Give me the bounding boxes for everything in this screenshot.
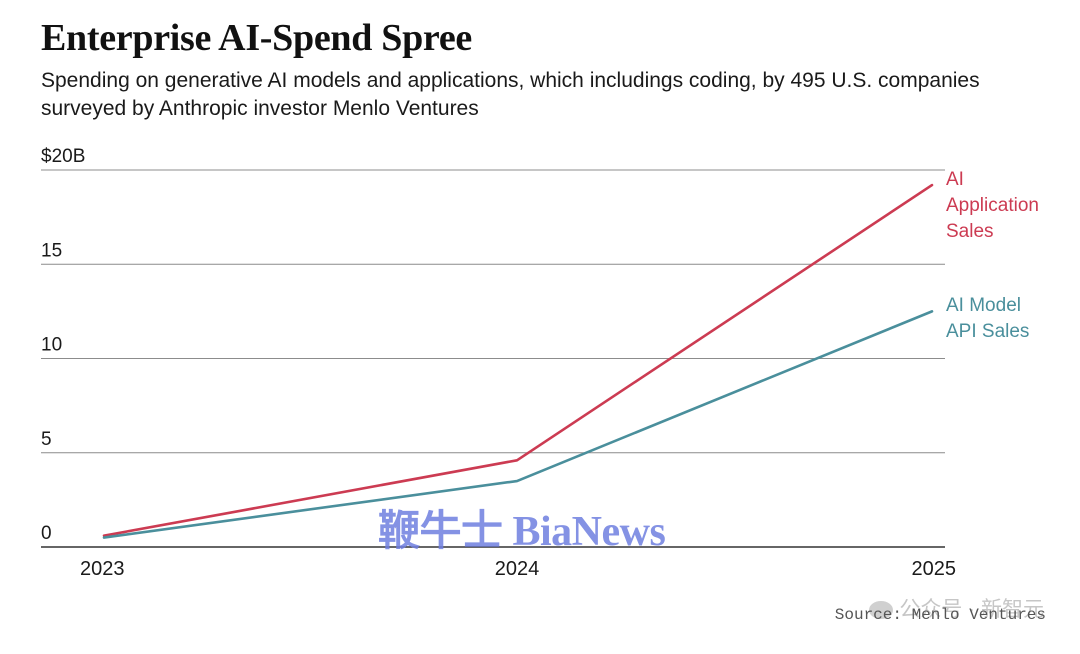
series-label-line: Application bbox=[946, 195, 1039, 216]
series-line-ai-application-sales bbox=[102, 183, 934, 537]
x-tick-label: 2023 bbox=[80, 558, 125, 580]
series-label-line: API Sales bbox=[946, 321, 1029, 342]
series-label: AI Model API Sales bbox=[946, 295, 1029, 342]
series-label-line: AI bbox=[946, 169, 964, 190]
source-note: Source: Menlo Ventures bbox=[834, 606, 1046, 624]
y-tick-label: 5 bbox=[41, 429, 52, 450]
chart-subtitle: Spending on generative AI models and app… bbox=[41, 69, 980, 120]
x-tick-label: 2025 bbox=[912, 558, 957, 580]
series-label: AI Application Sales bbox=[946, 169, 1039, 242]
y-tick-label: 15 bbox=[41, 240, 62, 261]
wechat-badge: 公众号 · 新智元 bbox=[869, 593, 1044, 623]
chart-title: Enterprise AI-Spend Spree bbox=[41, 17, 472, 59]
series-label-line: Sales bbox=[946, 221, 994, 242]
x-tick-label: 2024 bbox=[495, 558, 540, 580]
wechat-text: 公众号 · 新智元 bbox=[899, 598, 1044, 621]
y-tick-label: 0 bbox=[41, 523, 52, 544]
y-tick-label: $20B bbox=[41, 146, 85, 167]
wechat-icon bbox=[869, 601, 894, 620]
y-tick-label: 10 bbox=[41, 335, 62, 356]
watermark: 鞭牛士 BiaNews bbox=[378, 509, 666, 555]
series-label-line: AI Model bbox=[946, 295, 1021, 316]
